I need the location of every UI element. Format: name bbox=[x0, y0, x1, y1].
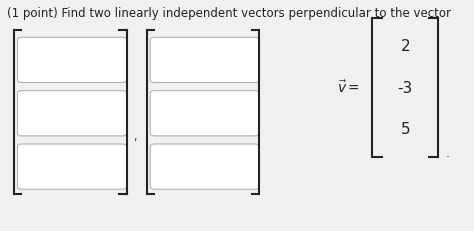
Text: 5: 5 bbox=[401, 122, 410, 137]
FancyBboxPatch shape bbox=[18, 91, 127, 136]
Text: (1 point) Find two linearly independent vectors perpendicular to the vector: (1 point) Find two linearly independent … bbox=[7, 7, 451, 20]
Text: -3: -3 bbox=[398, 80, 413, 95]
FancyBboxPatch shape bbox=[18, 38, 127, 83]
FancyBboxPatch shape bbox=[150, 91, 259, 136]
Text: .: . bbox=[446, 146, 449, 159]
Text: ,: , bbox=[133, 131, 137, 141]
FancyBboxPatch shape bbox=[150, 38, 259, 83]
Text: 2: 2 bbox=[401, 39, 410, 54]
Text: $\vec{v}=$: $\vec{v}=$ bbox=[337, 79, 360, 96]
FancyBboxPatch shape bbox=[150, 144, 259, 189]
FancyBboxPatch shape bbox=[18, 144, 127, 189]
